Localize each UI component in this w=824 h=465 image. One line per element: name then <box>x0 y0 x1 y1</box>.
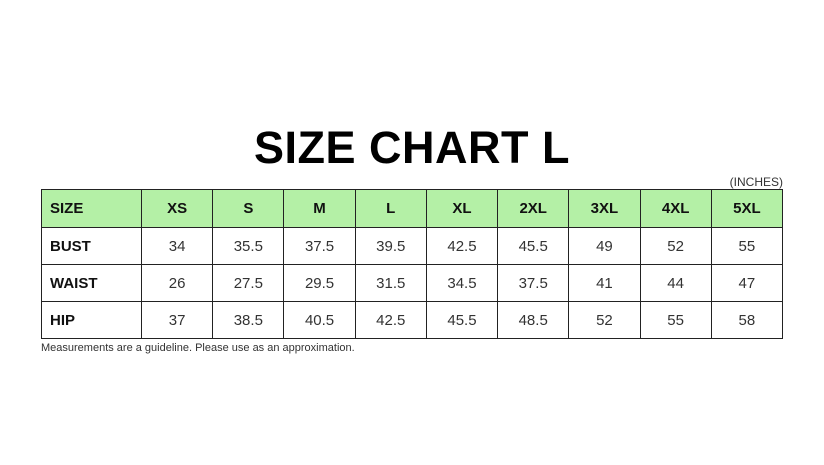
table-row-bust: BUST 34 35.5 37.5 39.5 42.5 45.5 49 52 55 <box>41 227 784 265</box>
size-chart-table: SIZE XS S M L XL 2XL 3XL 4XL 5XL BUST 34 35.5 37.5 39… <box>41 189 784 339</box>
measurement-cell: 41 <box>568 264 641 302</box>
measurement-cell: 39.5 <box>354 227 427 265</box>
measurement-cell: 29.5 <box>283 264 356 302</box>
measurement-cell: 38.5 <box>212 301 285 339</box>
table-row-waist: WAIST 26 27.5 29.5 31.5 34.5 37.5 41 44 47 <box>41 264 784 302</box>
measurement-cell: 45.5 <box>497 227 570 265</box>
header-cell-3xl: 3XL <box>568 189 641 228</box>
measurement-cell: 47 <box>710 264 784 302</box>
measurement-cell: 42.5 <box>425 227 499 265</box>
measurement-cell: 37.5 <box>497 264 570 302</box>
measurement-cell: 34 <box>140 227 214 265</box>
measurement-cell: 48.5 <box>497 301 570 339</box>
row-label: HIP <box>41 301 142 339</box>
measurement-cell: 58 <box>710 301 784 339</box>
header-cell-m: M <box>283 189 356 228</box>
measurement-cell: 44 <box>639 264 712 302</box>
units-label: (INCHES) <box>729 175 783 189</box>
measurement-cell: 35.5 <box>212 227 285 265</box>
header-cell-xs: XS <box>140 189 214 228</box>
measurement-cell: 26 <box>140 264 214 302</box>
header-cell-l: L <box>354 189 427 228</box>
table-row-hip: HIP 37 38.5 40.5 42.5 45.5 48.5 52 55 58 <box>41 301 784 339</box>
measurement-cell: 31.5 <box>354 264 427 302</box>
measurement-cell: 40.5 <box>283 301 356 339</box>
measurement-cell: 52 <box>639 227 712 265</box>
header-cell-s: S <box>212 189 285 228</box>
header-cell-2xl: 2XL <box>497 189 570 228</box>
measurement-cell: 27.5 <box>212 264 285 302</box>
header-cell-4xl: 4XL <box>639 189 712 228</box>
measurement-cell: 37.5 <box>283 227 356 265</box>
header-cell-xl: XL <box>425 189 499 228</box>
row-label: WAIST <box>41 264 142 302</box>
measurement-cell: 45.5 <box>425 301 499 339</box>
measurement-cell: 34.5 <box>425 264 499 302</box>
measurement-cell: 42.5 <box>354 301 427 339</box>
measurement-cell: 52 <box>568 301 641 339</box>
row-label: BUST <box>41 227 142 265</box>
measurement-cell: 37 <box>140 301 214 339</box>
header-row: SIZE XS S M L XL 2XL 3XL 4XL 5XL <box>41 189 784 228</box>
measurement-cell: 55 <box>639 301 712 339</box>
measurement-cell: 49 <box>568 227 641 265</box>
page-title: SIZE CHART L <box>254 122 570 173</box>
footnote: Measurements are a guideline. Please use… <box>41 342 355 354</box>
header-cell-5xl: 5XL <box>710 189 784 228</box>
measurement-cell: 55 <box>710 227 784 265</box>
header-cell-size: SIZE <box>41 189 142 228</box>
